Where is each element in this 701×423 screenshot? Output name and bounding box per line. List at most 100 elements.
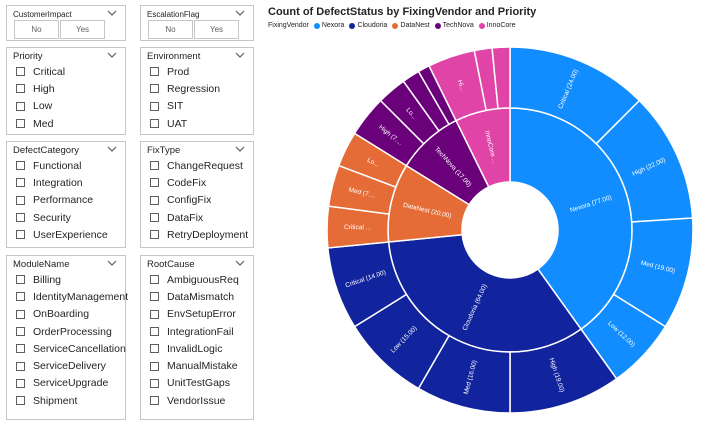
checkbox[interactable] [16,195,25,205]
chevron-down-icon[interactable] [106,8,118,18]
chevron-down-icon[interactable] [234,8,246,18]
slicer-item[interactable]: OnBoarding [16,306,121,323]
checkbox[interactable] [150,275,159,285]
checkbox[interactable] [16,161,25,171]
slicer-item[interactable]: Critical [16,63,121,80]
checkbox[interactable] [150,230,159,240]
escalation-yes-tile[interactable]: Yes [194,20,239,39]
slicer-item[interactable]: UAT [150,115,249,132]
slicer-item[interactable]: ConfigFix [150,192,249,209]
checkbox[interactable] [16,327,25,337]
priority-segment[interactable] [491,46,511,110]
escalation-flag-slicer: EscalationFlag No Yes [140,5,254,41]
slicer-item[interactable]: DataMismatch [150,288,249,305]
checkbox[interactable] [150,178,159,188]
checkbox[interactable] [150,396,159,406]
fix-type-slicer: FixType ChangeRequest CodeFix ConfigFix … [140,141,254,248]
legend-item[interactable]: DataNest [392,22,430,29]
legend-item[interactable]: Cloudoria [349,22,387,29]
priority-slicer: Priority Critical High Low Med [6,47,126,135]
slicer-item[interactable]: Prod [150,63,249,80]
slicer-item[interactable]: Med [16,115,121,132]
legend-marker [349,22,356,29]
slicer-item[interactable]: EnvSetupError [150,306,249,323]
slicer-title: FixType [147,145,181,156]
slicer-item[interactable]: Billing [16,271,121,288]
slicer-item[interactable]: Functional [16,157,121,174]
checkbox[interactable] [150,292,159,302]
checkbox[interactable] [16,361,25,371]
slicer-item[interactable]: ChangeRequest [150,157,249,174]
checkbox[interactable] [150,378,159,388]
checkbox[interactable] [16,119,25,129]
module-name-slicer: ModuleName Billing IdentityManagement On… [6,255,128,420]
sunburst-chart[interactable]: Nexora (77.00)Critical (24.00)High (22.0… [320,40,700,420]
checkbox[interactable] [16,344,25,354]
legend-label: Cloudoria [357,22,388,29]
legend-item[interactable]: InnoCore [478,22,516,29]
slicer-item[interactable]: ServiceCancellation [16,340,126,357]
checkbox[interactable] [16,84,25,94]
checkbox[interactable] [150,344,159,354]
customer-impact-slicer: CustomerImpact No Yes [6,5,126,41]
checkbox[interactable] [16,213,25,223]
checkbox[interactable] [150,84,159,94]
legend-item[interactable]: Nexora [313,22,344,29]
legend-marker [392,22,399,29]
checkbox[interactable] [16,67,25,77]
slicer-item[interactable]: VendorIssue [150,392,249,409]
chevron-down-icon[interactable] [234,50,246,60]
slicer-item[interactable]: ServiceDelivery [16,357,121,374]
chevron-down-icon[interactable] [106,50,118,60]
slicer-item[interactable]: ManualMistake [150,357,249,374]
checkbox[interactable] [16,101,25,111]
checkbox[interactable] [150,361,159,371]
escalation-no-tile[interactable]: No [148,20,193,39]
slicer-item[interactable]: ServiceUpgrade [16,375,121,392]
slicer-item[interactable]: UserExperience [16,226,121,243]
checkbox[interactable] [150,119,159,129]
customer-impact-yes-tile[interactable]: Yes [60,20,105,39]
slicer-item[interactable]: High [16,80,121,97]
checkbox[interactable] [150,67,159,77]
checkbox[interactable] [16,309,25,319]
slicer-item[interactable]: Low [16,98,121,115]
slicer-item[interactable]: SIT [150,98,249,115]
slicer-item[interactable]: InvalidLogic [150,340,249,357]
slicer-item[interactable]: Shipment [16,392,121,409]
checkbox[interactable] [150,327,159,337]
legend-item[interactable]: TechNova [434,22,474,29]
slicer-item[interactable]: Security [16,209,121,226]
slicer-item[interactable]: Performance [16,192,121,209]
customer-impact-no-tile[interactable]: No [14,20,59,39]
slicer-item[interactable]: RetryDeployment [150,226,249,243]
checkbox[interactable] [150,309,159,319]
checkbox[interactable] [16,396,25,406]
slicer-item[interactable]: DataFix [150,209,249,226]
slicer-item[interactable]: AmbiguousReq [150,271,249,288]
slicer-title: Priority [13,51,43,62]
chevron-down-icon[interactable] [106,258,118,268]
checkbox[interactable] [16,378,25,388]
checkbox[interactable] [16,178,25,188]
segment-label: Hi... [456,79,466,92]
checkbox[interactable] [16,275,25,285]
chevron-down-icon[interactable] [234,144,246,154]
checkbox[interactable] [150,161,159,171]
slicer-item[interactable]: OrderProcessing [16,323,121,340]
slicer-item[interactable]: IdentityManagement [16,288,128,305]
slicer-item[interactable]: CodeFix [150,174,249,191]
chevron-down-icon[interactable] [106,144,118,154]
slicer-item[interactable]: IntegrationFail [150,323,249,340]
checkbox[interactable] [150,195,159,205]
slicer-item[interactable]: UnitTestGaps [150,375,249,392]
slicer-item[interactable]: Regression [150,80,249,97]
checkbox[interactable] [16,292,25,302]
legend-marker [434,22,441,29]
chevron-down-icon[interactable] [234,258,246,268]
slicer-title: EscalationFlag [147,10,200,19]
checkbox[interactable] [16,230,25,240]
slicer-item[interactable]: Integration [16,174,121,191]
checkbox[interactable] [150,213,159,223]
checkbox[interactable] [150,101,159,111]
